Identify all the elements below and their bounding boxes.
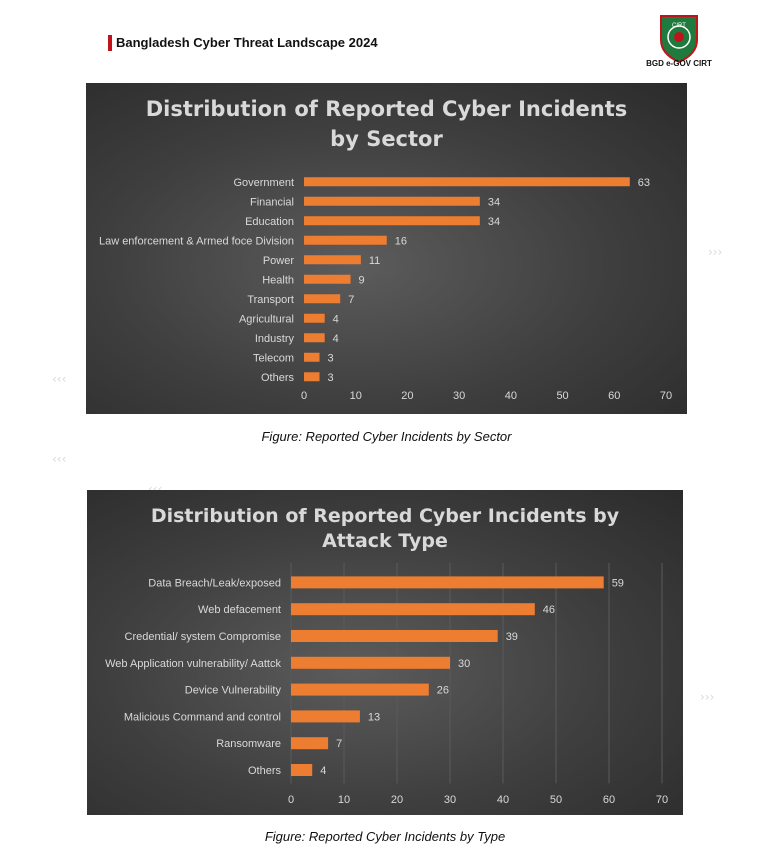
- bar: [291, 764, 313, 776]
- x-tick-label: 0: [288, 794, 294, 806]
- category-label: Credential/ system Compromise: [125, 631, 282, 643]
- bar: [304, 313, 325, 323]
- bar: [291, 737, 329, 750]
- decorative-chevrons: ‹‹‹: [52, 372, 67, 386]
- chart-title-line: Attack Type: [322, 530, 448, 552]
- bar: [304, 274, 351, 284]
- bar: [304, 372, 320, 382]
- x-tick-label: 40: [505, 390, 517, 402]
- bar: [304, 196, 480, 206]
- data-label: 4: [320, 765, 326, 777]
- bar: [304, 235, 387, 245]
- x-tick-label: 0: [301, 390, 307, 402]
- figure-caption-attack-type: Figure: Reported Cyber Incidents by Type: [264, 829, 506, 844]
- category-label: Power: [263, 255, 295, 267]
- chart-title-line: by Sector: [330, 127, 443, 151]
- sector-bar-chart: Distribution of Reported Cyber Incidents…: [99, 97, 672, 402]
- decorative-chevrons: ›››: [700, 690, 715, 704]
- category-label: Government: [233, 177, 294, 189]
- x-tick-label: 30: [453, 390, 465, 402]
- logo-caption: BGD e-GOV CIRT: [646, 59, 712, 68]
- x-tick-label: 20: [391, 794, 403, 806]
- category-label: Agricultural: [239, 313, 294, 325]
- category-label: Malicious Command and control: [124, 711, 281, 723]
- chart-title-line: Distribution of Reported Cyber Incidents…: [151, 505, 620, 527]
- data-label: 34: [488, 216, 500, 228]
- x-tick-label: 20: [401, 390, 413, 402]
- logo-emblem-text: CIRT: [672, 23, 686, 29]
- category-label: Transport: [247, 294, 294, 306]
- bar: [304, 216, 480, 226]
- x-tick-label: 60: [603, 794, 615, 806]
- bar: [304, 333, 325, 343]
- category-label: Telecom: [253, 352, 294, 364]
- category-label: Law enforcement & Armed foce Division: [99, 235, 294, 247]
- bar: [291, 576, 604, 589]
- data-label: 39: [506, 631, 518, 643]
- category-label: Device Vulnerability: [185, 685, 282, 697]
- data-label: 46: [543, 604, 555, 616]
- x-tick-label: 10: [350, 390, 362, 402]
- chart-panel-attack-type: Distribution of Reported Cyber Incidents…: [87, 490, 683, 815]
- figure-caption-sector: Figure: Reported Cyber Incidents by Sect…: [261, 429, 512, 444]
- data-label: 4: [333, 313, 339, 325]
- x-tick-label: 60: [608, 390, 620, 402]
- category-label: Others: [261, 372, 295, 384]
- decorative-chevrons: ›››: [708, 245, 723, 259]
- data-label: 3: [328, 372, 334, 384]
- data-label: 16: [395, 235, 407, 247]
- attack-type-bar-chart: Distribution of Reported Cyber Incidents…: [105, 505, 668, 806]
- data-label: 7: [336, 738, 342, 750]
- category-label: Health: [262, 274, 294, 286]
- header-accent-bar: [108, 35, 112, 51]
- x-tick-label: 70: [660, 390, 672, 402]
- x-tick-label: 30: [444, 794, 456, 806]
- bar: [291, 710, 360, 723]
- x-tick-label: 70: [656, 794, 668, 806]
- category-label: Others: [248, 765, 282, 777]
- data-label: 59: [612, 577, 624, 589]
- data-label: 11: [369, 255, 380, 267]
- category-label: Education: [245, 216, 294, 228]
- bar: [304, 177, 630, 187]
- chart-title-line: Distribution of Reported Cyber Incidents: [146, 97, 628, 121]
- data-label: 3: [328, 352, 334, 364]
- data-label: 34: [488, 196, 500, 208]
- x-tick-label: 50: [556, 390, 568, 402]
- bar: [291, 603, 535, 616]
- data-label: 9: [359, 274, 365, 286]
- bar: [291, 630, 498, 642]
- data-label: 7: [348, 294, 354, 306]
- decorative-chevrons: ‹‹‹: [52, 452, 67, 466]
- category-label: Financial: [250, 196, 294, 208]
- cirt-logo-icon: CIRT: [660, 15, 698, 64]
- x-tick-label: 40: [497, 794, 509, 806]
- data-label: 4: [333, 333, 339, 345]
- category-label: Industry: [255, 333, 295, 345]
- chart-panel-sector: Distribution of Reported Cyber Incidents…: [86, 83, 687, 414]
- bar: [291, 683, 429, 696]
- bar: [304, 294, 341, 304]
- bar: [291, 656, 450, 669]
- document-header-title: Bangladesh Cyber Threat Landscape 2024: [116, 35, 378, 50]
- data-label: 13: [368, 711, 380, 723]
- bar: [304, 255, 361, 265]
- category-label: Data Breach/Leak/exposed: [148, 577, 281, 589]
- category-label: Web defacement: [198, 604, 281, 616]
- category-label: Ransomware: [216, 738, 281, 750]
- bar: [304, 352, 320, 362]
- data-label: 26: [437, 685, 449, 697]
- x-tick-label: 10: [338, 794, 350, 806]
- data-label: 30: [458, 658, 470, 670]
- category-label: Web Application vulnerability/ Aattck: [105, 658, 281, 670]
- data-label: 63: [638, 177, 650, 189]
- x-tick-label: 50: [550, 794, 562, 806]
